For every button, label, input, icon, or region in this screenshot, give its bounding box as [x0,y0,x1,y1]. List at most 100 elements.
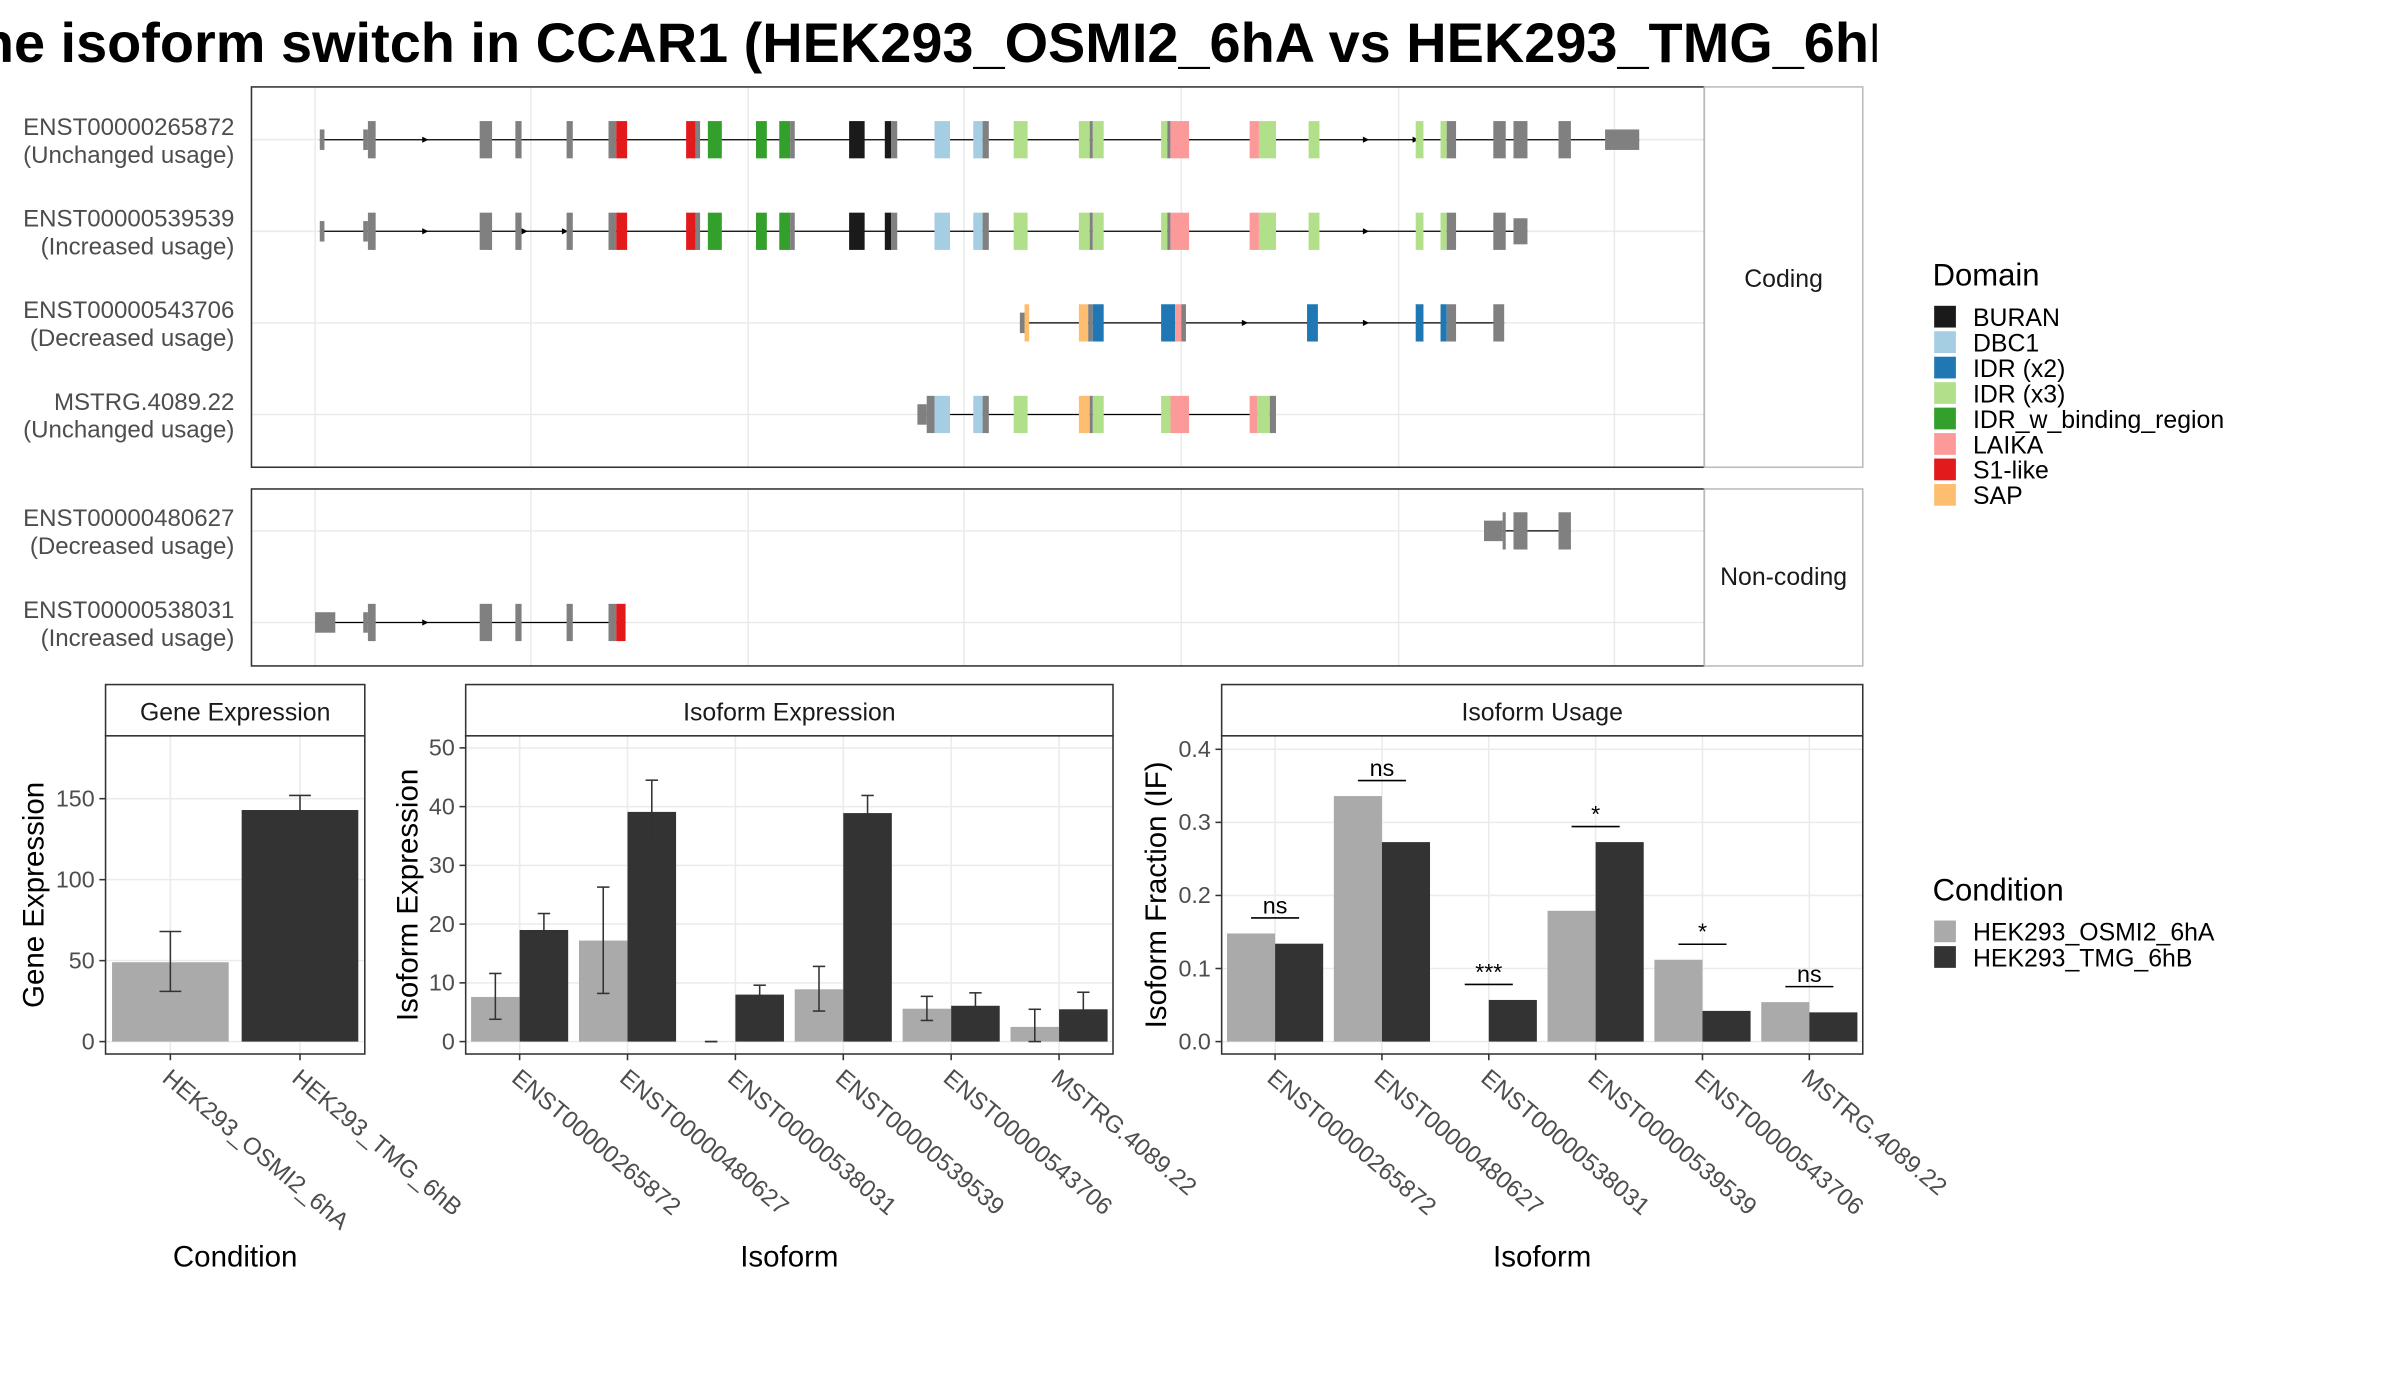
y-tick-label: 0.2 [1178,882,1210,908]
domain-laika [1175,304,1182,342]
domain-buran [849,121,865,159]
transcript-usage-label: (Decreased usage) [30,325,235,352]
exon-block [367,603,376,642]
y-tick-label: 20 [429,911,455,937]
y-tick-label: 100 [56,866,95,892]
exon-block [515,603,522,642]
transcript-usage-label: (Unchanged usage) [23,142,234,169]
domain-sap [1024,304,1030,342]
significance-label: ns [1797,961,1822,987]
domain-laika [1170,121,1190,159]
significance-label: * [1698,919,1707,945]
chart-title: he isoform switch in CCAR1 (HEK293_OSMI2… [0,10,1877,75]
exon-block [1502,512,1506,550]
utr-block [1483,520,1503,542]
domain-legend-key [1934,331,1956,353]
chart-strip [104,683,366,737]
bar [241,810,359,1042]
exon-block [1446,121,1457,159]
domain-idr-x3- [1308,212,1320,250]
bar [1227,933,1276,1042]
domain-s1-like [686,121,696,159]
exon-block [608,603,617,642]
domain-idr-x2- [1092,304,1104,342]
exon-block [1558,512,1571,550]
exon-block [1089,121,1093,159]
domain-legend-label: BURAN [1973,305,2060,332]
noncoding-panel-bg [251,488,1705,666]
domain-laika [1170,395,1190,434]
transcript-usage-label: (Decreased usage) [30,533,235,560]
condition-legend-key [1934,920,1956,943]
chart-panel-title: Isoform Expression [683,699,896,726]
transcript-id-label: ENST00000538031 [23,597,234,624]
condition-legend-key [1934,946,1956,968]
domain-idr-x3- [1013,212,1028,250]
exon-block [1446,212,1457,250]
exon-block [479,121,493,159]
exon-block [1513,512,1528,550]
utr-block [1605,129,1640,150]
x-axis-title: Condition [173,1241,298,1274]
significance-label: *** [1475,959,1502,985]
exon-block [608,212,617,250]
domain-dbc1 [934,212,951,250]
utr-block [363,129,368,150]
domain-idr-x3- [1092,121,1104,159]
chart-strip [464,683,1114,737]
exon-block [1269,395,1276,434]
strand-arrow [521,228,528,235]
domain-idr-x3- [1013,395,1028,434]
domain-idr-x3- [1440,121,1447,159]
domain-legend-key [1934,407,1956,430]
domain-idr-x3- [1161,395,1171,434]
exon-block [1446,304,1457,342]
bar [1595,842,1644,1042]
domain-legend-key [1934,458,1956,481]
domain-legend-title: Domain [1933,258,2040,293]
exon-block [1089,395,1093,434]
utr-block [1019,312,1027,334]
domain-legend-label: IDR (x2) [1973,356,2065,383]
domain-idr-x2- [1415,304,1424,342]
condition-legend-label: HEK293_OSMI2_6hA [1973,920,2215,947]
domain-legend-label: IDR (x3) [1973,381,2065,408]
y-axis-title: Isoform Fraction (IF) [1140,761,1173,1028]
bar [1654,959,1703,1042]
bar [1809,1012,1858,1042]
domain-dbc1 [934,395,951,434]
chart-panel-title: Isoform Usage [1461,699,1622,726]
domain-legend-label: S1-like [1973,458,2049,485]
domain-idr-x3- [1257,395,1270,434]
transcript-usage-label: (Increased usage) [41,234,235,261]
domain-idr-w-binding-region [779,121,791,159]
y-tick-label: 0.0 [1178,1028,1210,1054]
exon-block [982,395,989,434]
domain-idr-x3- [1415,212,1424,250]
domain-sap [1078,304,1089,342]
exon-block [1181,304,1186,342]
exon-block [1493,121,1506,159]
domain-legend-label: DBC1 [1973,330,2039,357]
transcript-id-label: ENST00000480627 [23,505,234,532]
domain-laika [1170,212,1190,250]
domain-idr-x2- [1440,304,1447,342]
exon-block [1089,212,1093,250]
y-tick-label: 150 [56,785,95,811]
utr-block [1513,218,1528,245]
exon-block [982,121,989,159]
exon-block [515,212,522,250]
y-tick-label: 50 [69,947,95,973]
domain-idr-x3- [1161,212,1168,250]
domain-legend-key [1934,484,1956,506]
domain-legend-key [1934,433,1956,455]
coding-strip-label: Coding [1744,266,1823,293]
domain-idr-x3- [1013,121,1028,159]
y-tick-label: 40 [429,793,455,819]
exon-block [1167,121,1171,159]
exon-block [1513,121,1528,159]
significance-label: ns [1263,892,1288,918]
chart-plot-bg [465,735,1113,1055]
domain-s1-like [616,212,628,250]
